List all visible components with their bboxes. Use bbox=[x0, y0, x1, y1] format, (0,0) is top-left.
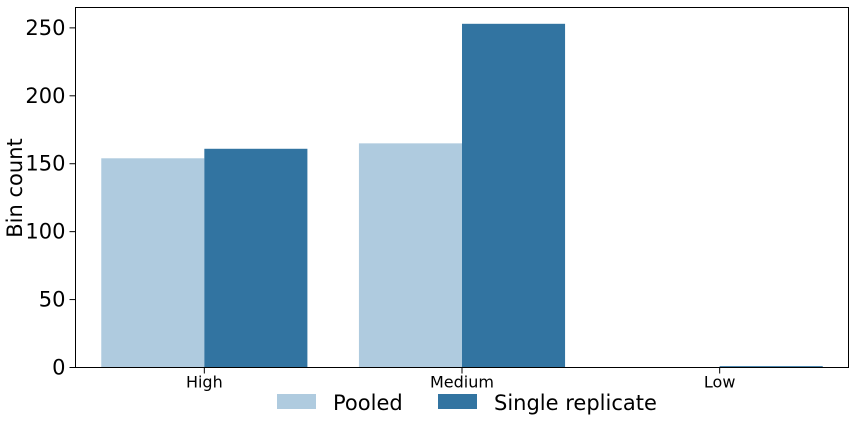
y-tick-label: 50 bbox=[39, 288, 66, 312]
x-axis: High Medium Low bbox=[186, 367, 736, 392]
legend: Pooled Single replicate bbox=[277, 391, 657, 415]
y-axis-label: Bin count bbox=[3, 138, 27, 237]
legend-label: Single replicate bbox=[494, 391, 657, 415]
legend-swatch bbox=[438, 394, 477, 409]
y-axis: 0 50 100 150 200 250 bbox=[25, 16, 76, 380]
bars-group bbox=[101, 23, 823, 368]
bar-pooled-medium bbox=[358, 143, 462, 368]
bar-single-replicate-low bbox=[719, 366, 823, 368]
legend-swatch bbox=[277, 394, 316, 409]
bar-single-replicate-high bbox=[204, 148, 308, 368]
y-tick-label: 150 bbox=[25, 152, 65, 176]
legend-label: Pooled bbox=[333, 391, 403, 415]
y-tick-label: 200 bbox=[25, 84, 65, 108]
x-tick-label: High bbox=[186, 373, 223, 392]
y-tick-label: 0 bbox=[52, 356, 65, 380]
bar-single-replicate-medium bbox=[462, 23, 566, 368]
x-tick-label: Low bbox=[704, 373, 736, 392]
y-tick-label: 100 bbox=[25, 220, 65, 244]
x-tick-label: Medium bbox=[430, 373, 494, 392]
y-tick-label: 250 bbox=[25, 16, 65, 40]
bar-pooled-high bbox=[101, 158, 205, 368]
